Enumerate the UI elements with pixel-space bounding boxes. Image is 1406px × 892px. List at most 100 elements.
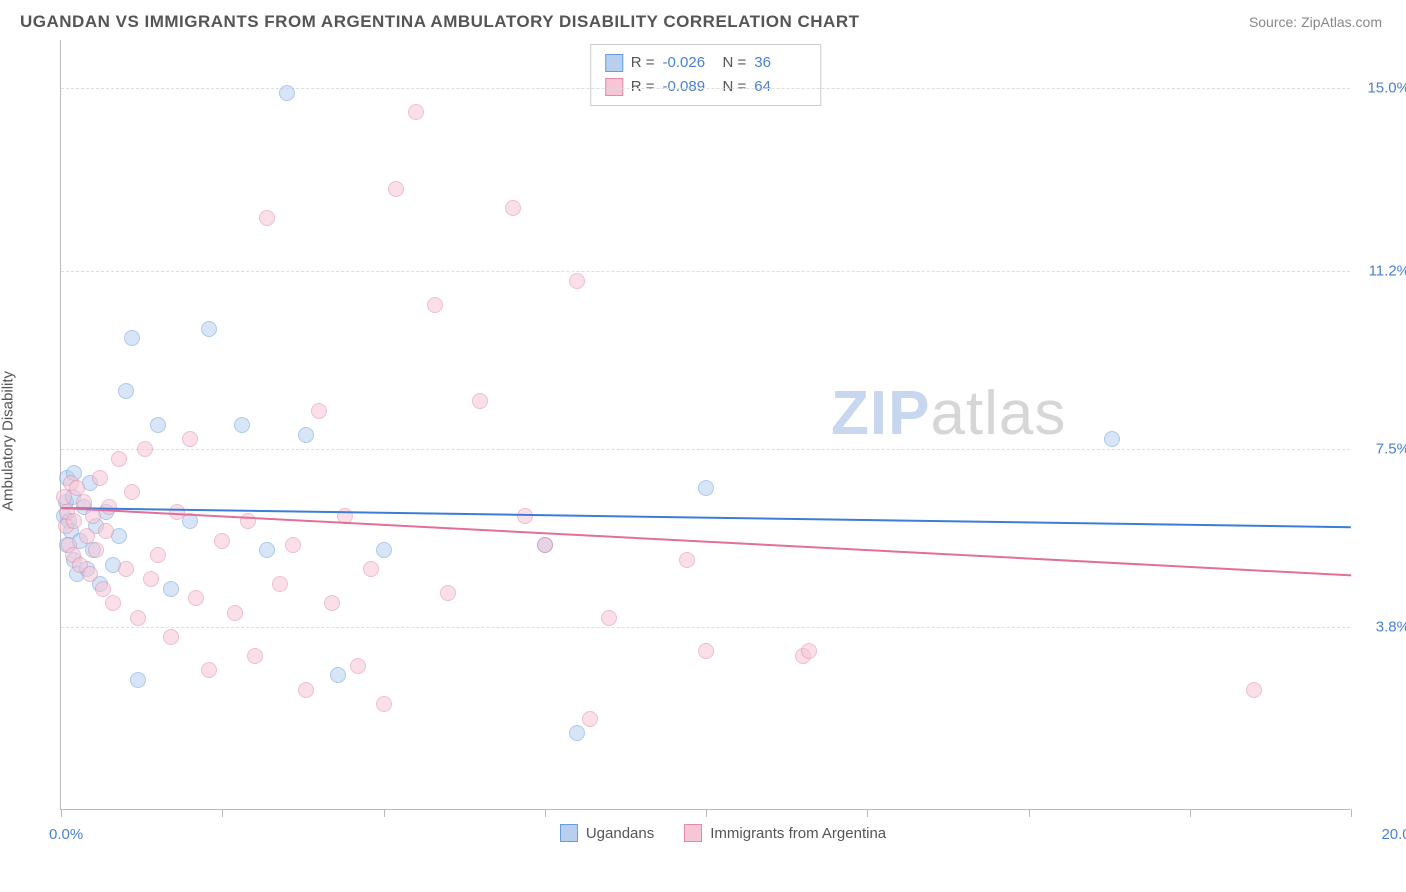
scatter-point (259, 542, 275, 558)
scatter-point (98, 523, 114, 539)
x-tick (867, 809, 868, 817)
chart-container: Ambulatory Disability ZIPatlas R =-0.026… (20, 40, 1386, 842)
stats-legend-box: R =-0.026N =36R =-0.089N =64 (590, 44, 822, 106)
scatter-point (1104, 431, 1120, 447)
bottom-legend: UgandansImmigrants from Argentina (60, 824, 1386, 842)
stats-row: R = -0.089 N = 64 (605, 75, 807, 99)
scatter-point (388, 181, 404, 197)
legend-swatch (605, 78, 623, 96)
scatter-point (801, 643, 817, 659)
legend-swatch (560, 824, 578, 842)
scatter-point (82, 566, 98, 582)
plot-area: ZIPatlas R =-0.026N =36R =-0.089N =64 3.… (60, 40, 1350, 810)
y-tick-label: 11.2% (1355, 263, 1406, 280)
scatter-point (92, 470, 108, 486)
scatter-point (582, 711, 598, 727)
scatter-point (118, 561, 134, 577)
scatter-point (188, 590, 204, 606)
scatter-point (679, 552, 695, 568)
scatter-point (569, 273, 585, 289)
scatter-point (350, 658, 366, 674)
scatter-point (363, 561, 379, 577)
scatter-point (279, 85, 295, 101)
scatter-point (130, 672, 146, 688)
scatter-point (376, 542, 392, 558)
scatter-point (376, 696, 392, 712)
legend-swatch (605, 54, 623, 72)
scatter-point (698, 643, 714, 659)
scatter-point (427, 297, 443, 313)
n-value: 64 (754, 75, 806, 99)
scatter-point (163, 581, 179, 597)
scatter-point (124, 330, 140, 346)
scatter-point (601, 610, 617, 626)
scatter-point (118, 383, 134, 399)
scatter-point (1246, 682, 1262, 698)
gridline (61, 449, 1350, 450)
scatter-point (66, 513, 82, 529)
chart-title: UGANDAN VS IMMIGRANTS FROM ARGENTINA AMB… (20, 12, 1386, 32)
scatter-point (143, 571, 159, 587)
scatter-point (214, 533, 230, 549)
y-tick-label: 7.5% (1355, 441, 1406, 458)
scatter-point (505, 200, 521, 216)
scatter-point (259, 210, 275, 226)
legend-item: Ugandans (560, 824, 654, 842)
r-value: -0.026 (663, 51, 715, 75)
scatter-point (182, 431, 198, 447)
scatter-point (272, 576, 288, 592)
legend-label: Ugandans (586, 825, 654, 842)
gridline (61, 271, 1350, 272)
scatter-point (130, 610, 146, 626)
source-attribution: Source: ZipAtlas.com (1249, 14, 1382, 30)
scatter-point (517, 508, 533, 524)
scatter-point (537, 537, 553, 553)
scatter-point (569, 725, 585, 741)
scatter-point (201, 321, 217, 337)
scatter-point (698, 480, 714, 496)
y-axis-label: Ambulatory Disability (0, 371, 17, 511)
stats-row: R =-0.026N =36 (605, 51, 807, 75)
scatter-point (472, 393, 488, 409)
y-tick-label: 3.8% (1355, 619, 1406, 636)
scatter-point (247, 648, 263, 664)
y-tick-label: 15.0% (1355, 80, 1406, 97)
scatter-point (95, 581, 111, 597)
x-tick (384, 809, 385, 817)
scatter-point (150, 417, 166, 433)
x-tick (1351, 809, 1352, 817)
x-min-label: 0.0% (49, 826, 83, 843)
scatter-point (169, 504, 185, 520)
scatter-point (324, 595, 340, 611)
r-label: R = (631, 51, 655, 75)
scatter-point (88, 542, 104, 558)
scatter-point (440, 585, 456, 601)
scatter-point (330, 667, 346, 683)
scatter-point (311, 403, 327, 419)
scatter-point (150, 547, 166, 563)
gridline (61, 627, 1350, 628)
x-tick (1190, 809, 1191, 817)
watermark: ZIPatlas (831, 378, 1066, 449)
watermark-thin: atlas (930, 379, 1066, 448)
x-tick (545, 809, 546, 817)
x-tick (706, 809, 707, 817)
gridline (61, 88, 1350, 89)
scatter-point (298, 427, 314, 443)
legend-swatch (684, 824, 702, 842)
x-max-label: 20.0% (1381, 826, 1406, 843)
n-label: N = (723, 75, 747, 99)
scatter-point (298, 682, 314, 698)
x-tick (222, 809, 223, 817)
r-label: R = (631, 75, 655, 99)
chart-header: UGANDAN VS IMMIGRANTS FROM ARGENTINA AMB… (0, 0, 1406, 40)
scatter-point (124, 484, 140, 500)
x-tick (61, 809, 62, 817)
scatter-point (105, 595, 121, 611)
r-value: -0.089 (663, 75, 715, 99)
scatter-point (227, 605, 243, 621)
scatter-point (111, 451, 127, 467)
scatter-point (201, 662, 217, 678)
x-tick (1029, 809, 1030, 817)
scatter-point (137, 441, 153, 457)
